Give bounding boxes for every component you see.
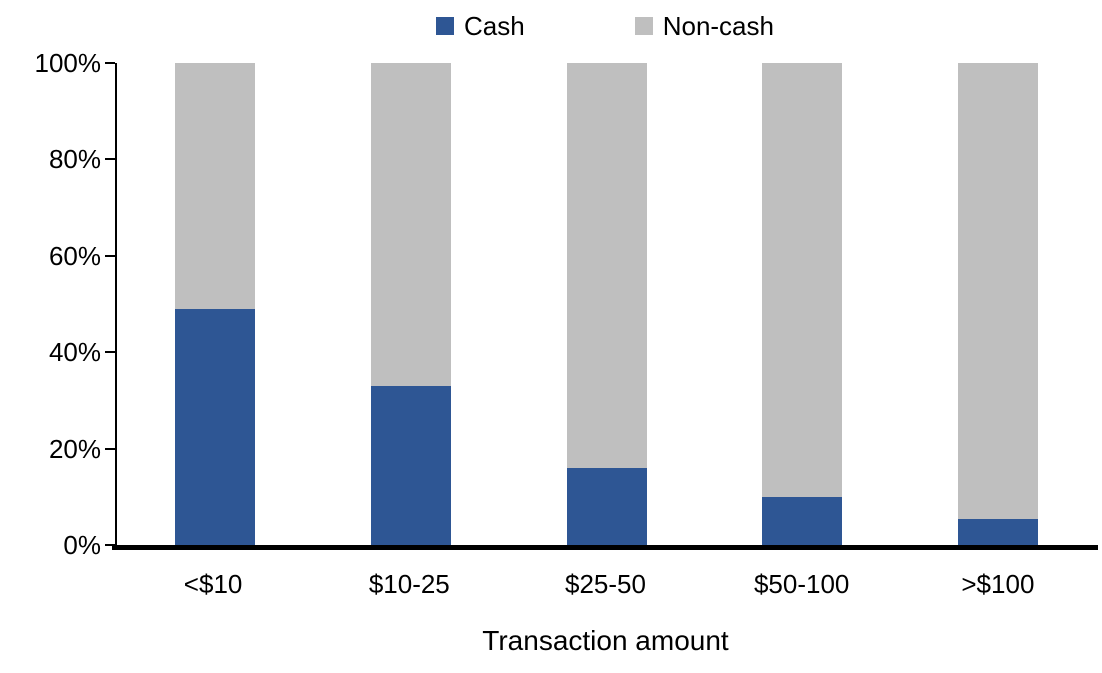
x-axis-tick-label: $25-50: [565, 569, 646, 599]
y-axis-tick-label: 100%: [34, 48, 102, 78]
x-axis-tick-label: $50-100: [753, 569, 850, 599]
non-cash-segment: [370, 63, 451, 386]
x-axis-tick-label: <$10: [183, 569, 243, 599]
x-axis-tick-label: >$100: [961, 569, 1035, 599]
non-cash-segment: [762, 63, 843, 497]
y-axis-tick-label: 40%: [48, 337, 101, 368]
x-axis-labels: <$10 $10-25 $25-50 $50-100 >$100: [115, 569, 1096, 603]
non-cash-legend-swatch-icon: [634, 17, 653, 35]
y-axis-tick: [105, 544, 115, 546]
y-axis-labels: 0% 20% 40% 60% 80% 100%: [0, 48, 102, 560]
cash-legend-swatch-icon: [436, 17, 454, 35]
cash-segment: [370, 385, 451, 545]
x-axis-tick-label: $10-25: [368, 569, 450, 599]
non-cash-segment: [958, 63, 1039, 519]
x-axis-line: [112, 545, 1098, 550]
legend-label-cash: Cash: [464, 11, 525, 41]
y-axis-tick: [105, 62, 115, 64]
cash-segment: [566, 467, 647, 545]
bar-$10-25: [370, 63, 451, 545]
y-axis-tick: [105, 254, 115, 257]
legend-item-cash: Cash: [436, 12, 525, 40]
non-cash-segment: [174, 63, 255, 309]
y-axis-tick-label: 80%: [48, 144, 101, 175]
cash-segment: [174, 308, 255, 545]
legend-label-non-cash: Non-cash: [662, 11, 774, 41]
y-axis-tick: [105, 351, 115, 354]
non-cash-segment: [566, 63, 647, 468]
bar-$50-100: [762, 63, 843, 545]
bar-$25-50: [566, 63, 647, 545]
chart-legend: Cash Non-cash: [54, 12, 1102, 40]
y-axis-tick: [105, 447, 115, 450]
y-axis-tick: [105, 158, 115, 161]
y-axis-tick-label: 20%: [48, 433, 101, 464]
y-axis-tick-label: 60%: [48, 240, 101, 271]
plot-area: [105, 62, 1098, 550]
legend-item-non-cash: Non-cash: [634, 11, 774, 41]
bar-<$10: [174, 63, 255, 545]
bar->$100: [958, 63, 1039, 545]
y-axis-tick-label: 0%: [63, 530, 101, 560]
x-axis-title: Transaction amount: [482, 625, 729, 656]
cash-segment: [762, 496, 843, 545]
cash-segment: [958, 518, 1039, 545]
